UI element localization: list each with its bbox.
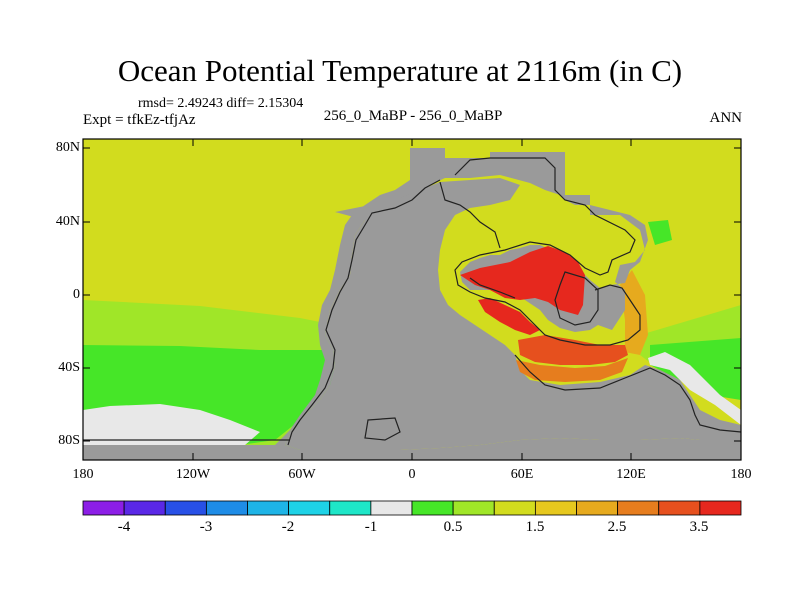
colorbar-label: -4	[117, 519, 131, 535]
lat-ticks	[83, 147, 741, 442]
lon-label-60w: 60W	[288, 467, 316, 482]
colorbar-label: 0.5	[443, 519, 463, 535]
field-red-lower	[518, 335, 628, 365]
season-label: ANN	[709, 110, 743, 126]
colorbar-label: -3	[199, 519, 213, 535]
colorbar-label: 2.5	[607, 519, 627, 535]
lat-label-0: 0	[73, 287, 80, 302]
field-green-north	[648, 220, 672, 245]
colorbar-label: -1	[364, 519, 378, 535]
case-label: 256_0_MaBP - 256_0_MaBP	[323, 108, 503, 124]
lon-label-180-west: 180	[72, 467, 94, 482]
lat-label-40n: 40N	[55, 214, 80, 229]
colorbar-box	[329, 500, 372, 516]
lat-label-40s: 40S	[58, 360, 80, 375]
colorbar-box	[123, 500, 166, 516]
field-red-upper	[460, 246, 585, 315]
colorbar-box	[452, 500, 495, 516]
field-white-east	[648, 352, 741, 425]
colorbar-box	[576, 500, 619, 516]
lon-label-120w: 120W	[175, 467, 211, 482]
lon-label-0: 0	[408, 467, 416, 482]
lon-label-60e: 60E	[510, 467, 534, 482]
colorbar-box	[164, 500, 207, 516]
lon-label-120e: 120E	[616, 467, 646, 482]
coastlines	[83, 157, 741, 446]
lon-ticks	[82, 139, 632, 460]
colorbar-box	[82, 500, 125, 516]
colorbar-label: 1.5	[525, 519, 545, 535]
colorbar-box	[370, 500, 413, 516]
field-red-mid	[478, 298, 540, 335]
land-main	[285, 178, 741, 450]
colorbar-label: -2	[281, 519, 295, 535]
field-green-east	[650, 338, 741, 400]
map-field	[83, 139, 741, 460]
lon-label-180-east: 180	[730, 467, 752, 482]
colorbar-box	[205, 500, 248, 516]
colorbar-box	[617, 500, 660, 516]
lat-label-80n: 80N	[55, 140, 80, 155]
land-mass	[83, 148, 741, 460]
experiment-label: Expt = tfkEz-tfjAz	[83, 112, 196, 128]
field-orange-lower	[516, 358, 628, 382]
colorbar	[82, 500, 742, 516]
map-title: Ocean Potential Temperature at 2116m (in…	[117, 53, 683, 88]
field-white-southwest	[83, 404, 260, 445]
colorbar-box	[699, 500, 742, 516]
colorbar-box	[534, 500, 577, 516]
colorbar-box	[411, 500, 454, 516]
colorbar-label: 3.5	[689, 519, 709, 535]
rmsd-diff-stats: rmsd= 2.49243 diff= 2.15304	[138, 96, 304, 111]
colorbar-box	[247, 500, 290, 516]
field-orange-coast	[620, 270, 648, 355]
colorbar-box	[658, 500, 701, 516]
lat-label-80s: 80S	[58, 433, 80, 448]
colorbar-box	[288, 500, 331, 516]
colorbar-box	[493, 500, 536, 516]
